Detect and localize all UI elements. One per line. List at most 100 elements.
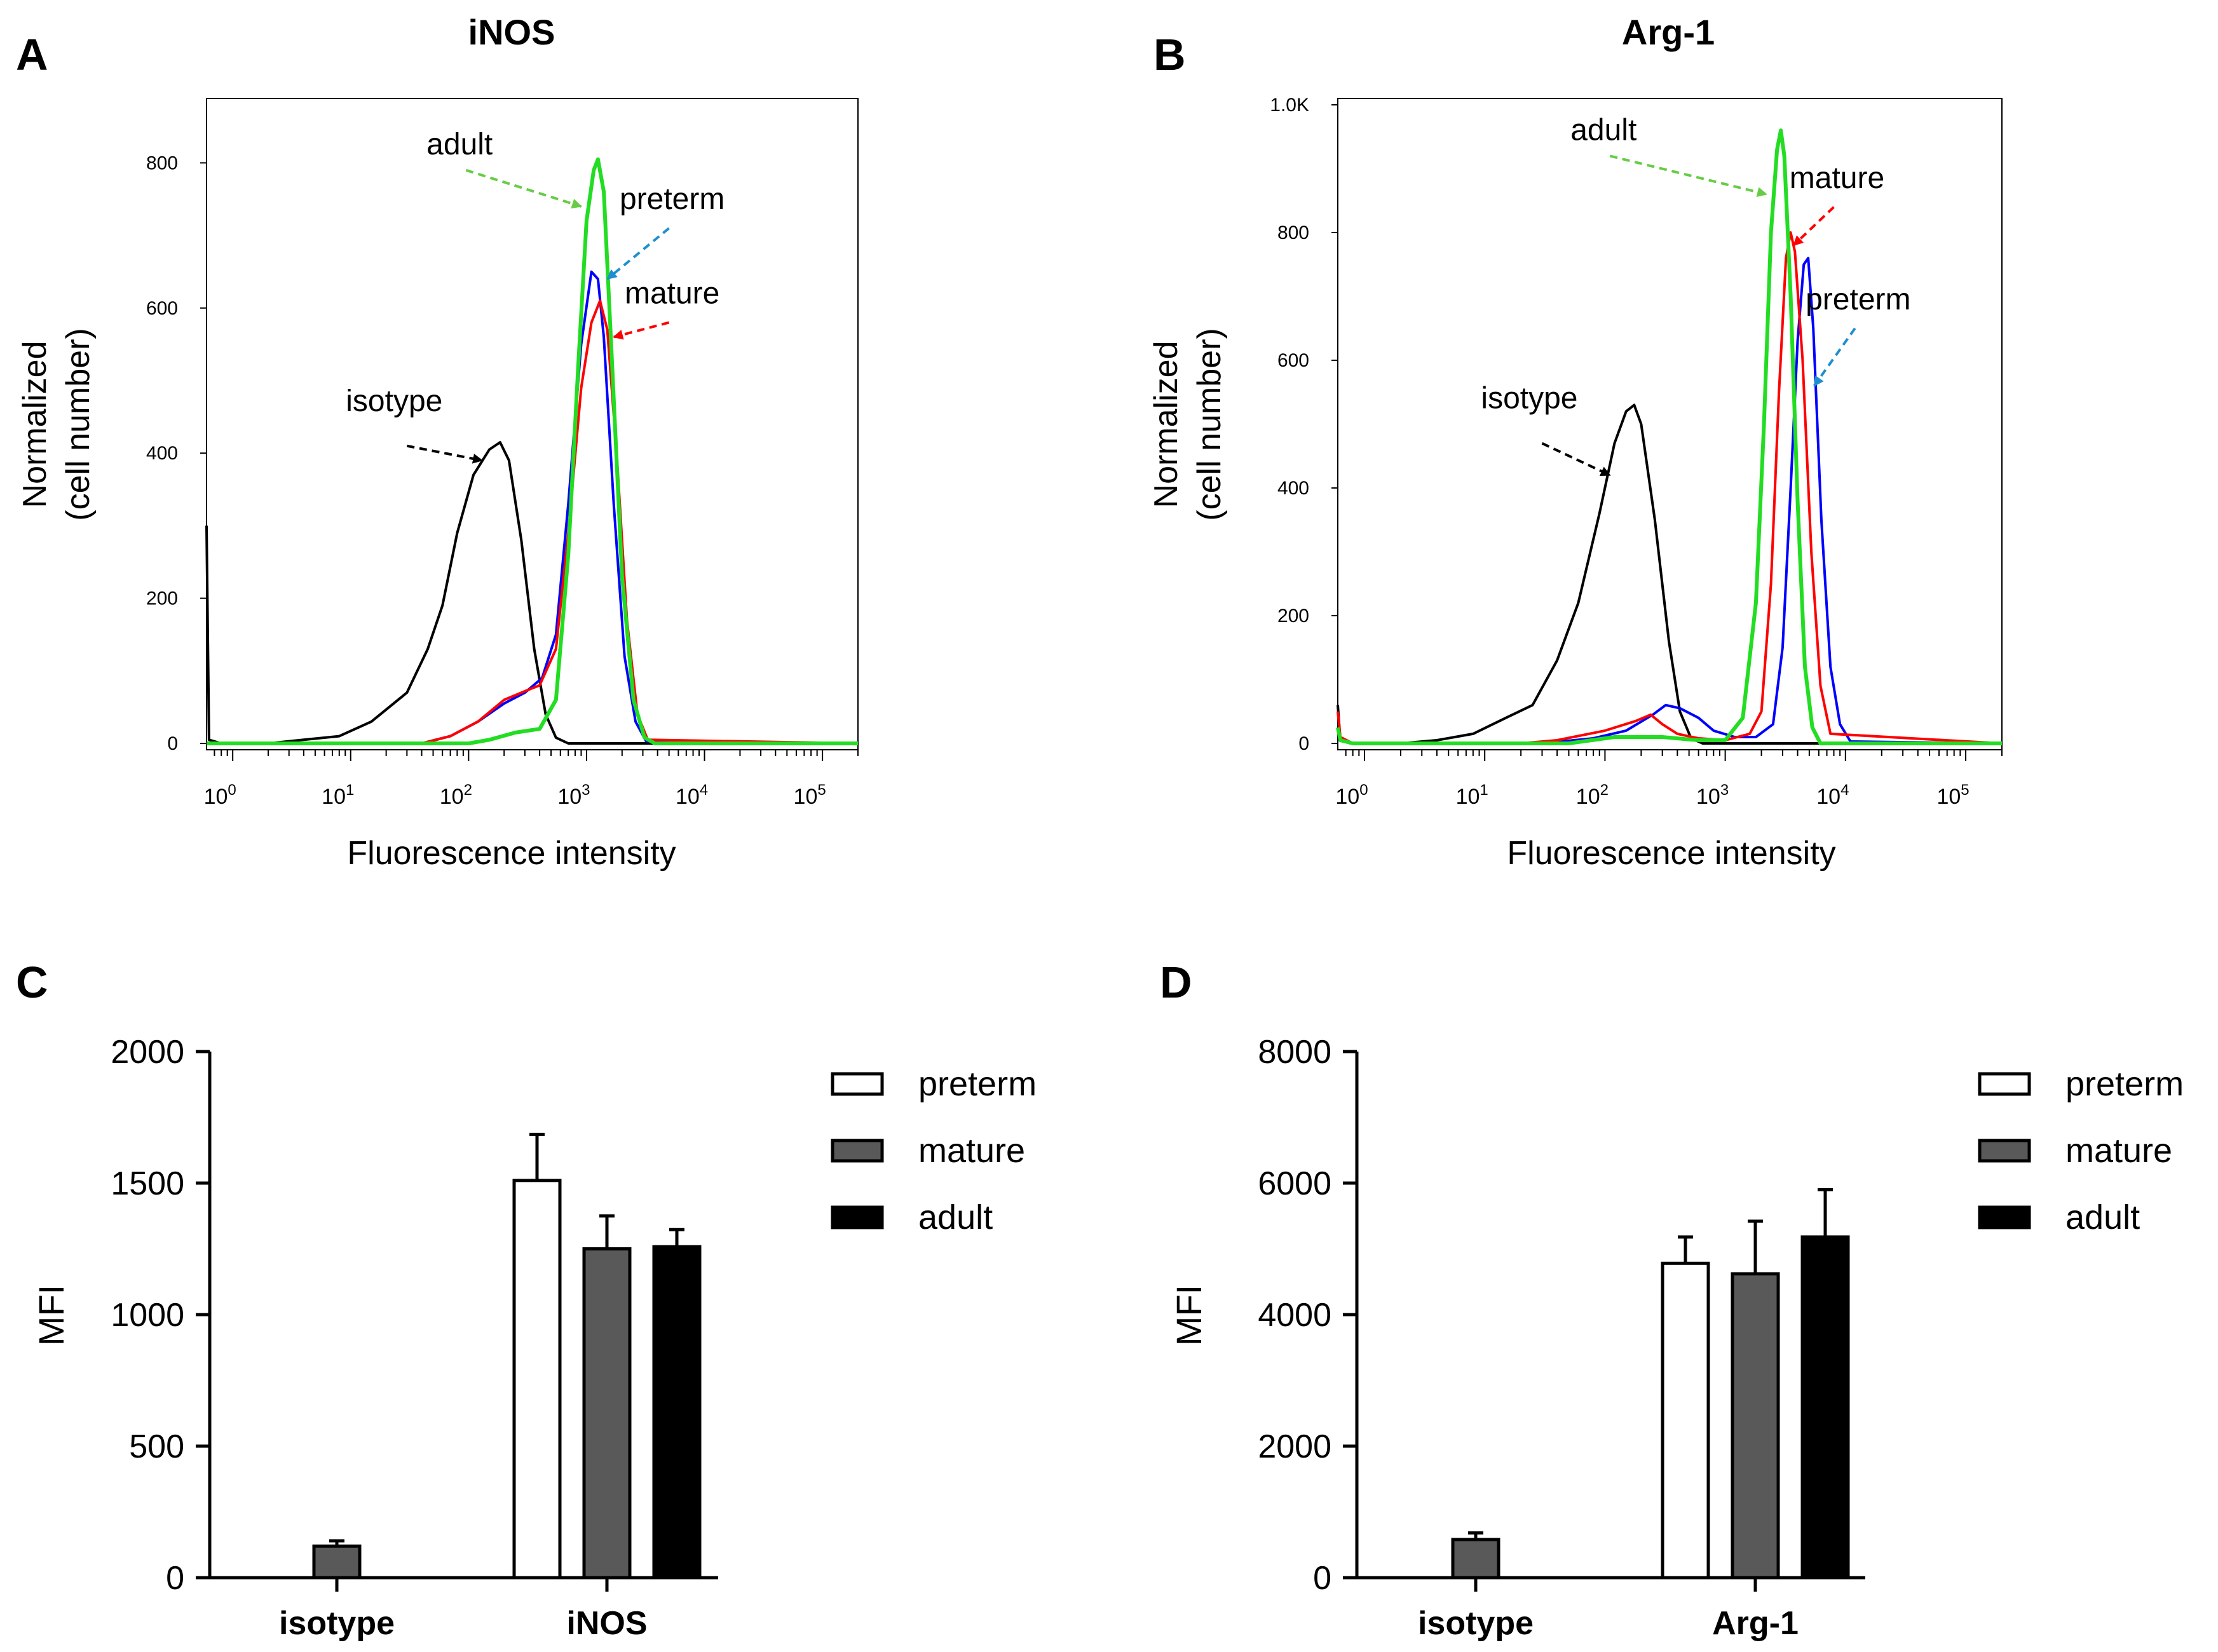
panel-c-bar-chart: 0 500 1000 1500 2000 isotype iNOS preterm matur… [31, 1034, 1037, 1642]
panel-a-y-tick-label: 800 [146, 152, 178, 173]
panel-d-bar-arg-1-preterm [1661, 1261, 1710, 1580]
panel-c-y-tick-label: 0 [166, 1560, 184, 1597]
panel-b-x-tick-label: 105 [1936, 782, 1969, 809]
panel-a-y-axis-label-line1: Normalized [17, 341, 53, 508]
panel-a-title: iNOS [468, 12, 555, 52]
panel-b-arrow-isotype [1541, 442, 1611, 477]
panel-c-bar-inos-mature [582, 1247, 632, 1580]
panel-a-arrow-isotype [406, 444, 484, 464]
panel-a-label-adult: adult [426, 128, 493, 161]
panel-b-y-tick-label: 0 [1298, 733, 1309, 754]
panel-c-bar-isotype-mature [312, 1544, 362, 1580]
panel-letter-c: C [16, 958, 48, 1007]
panel-a-series-isotype [205, 441, 858, 745]
panel-d-bar-chart: 0 2000 4000 6000 8000 isotype Arg-1 preterm mat… [1169, 1034, 2184, 1642]
panel-letter-a: A [16, 30, 48, 79]
panel-a-x-axis-label: Fluorescence intensity [347, 835, 676, 872]
panel-b-y-tick-label: 600 [1277, 350, 1309, 371]
panel-d-category-label: Arg-1 [1712, 1605, 1799, 1642]
panel-a-x-tick-label: 100 [204, 782, 236, 809]
panel-d-legend-swatch-preterm [1978, 1072, 2031, 1096]
panel-d-legend-swatch-adult [1978, 1205, 2031, 1229]
panel-d-y-tick-label: 8000 [1258, 1034, 1331, 1071]
panel-b-x-axis-label: Fluorescence intensity [1507, 835, 1835, 872]
panel-b-x-tick-label: 103 [1696, 782, 1729, 809]
panel-a-y-tick-label: 400 [146, 443, 178, 464]
panel-d-bar-arg-1-mature [1731, 1272, 1780, 1580]
panel-c-bar-inos-preterm [512, 1179, 562, 1580]
panel-b-y-tick-label: 1.0K [1270, 95, 1309, 116]
panel-b-x-tick-label: 101 [1456, 782, 1488, 809]
panel-b-plot-frame [1337, 98, 2003, 750]
panel-d-y-tick-label: 6000 [1258, 1165, 1331, 1202]
panel-d-bar-arg-1-adult [1800, 1235, 1850, 1580]
panel-a-series-mature [421, 299, 859, 745]
panel-b-label-mature: mature [1790, 161, 1884, 195]
panel-c-y-tick-label: 1000 [111, 1297, 184, 1334]
panel-c-legend-label-adult: adult [918, 1198, 993, 1236]
panel-b-series-isotype [1337, 403, 2002, 745]
panel-c-y-tick-label: 500 [129, 1428, 184, 1465]
panel-c-legend-swatch-adult [831, 1205, 884, 1229]
panel-a-x-tick-label: 103 [557, 782, 590, 809]
panel-a-label-isotype: isotype [346, 384, 442, 418]
panel-c-legend-swatch-mature [831, 1139, 884, 1163]
panel-b-y-tick-label: 200 [1277, 606, 1309, 626]
panel-a-x-tick-label: 105 [794, 782, 826, 809]
panel-b-series-adult [1336, 128, 2002, 745]
panel-b-x-tick-label: 102 [1576, 782, 1609, 809]
panel-c-category-label: isotype [279, 1605, 395, 1642]
panel-a-x-tick-label: 101 [322, 782, 354, 809]
panel-c-y-axis-label: MFI [31, 1285, 71, 1346]
panel-letter-b: B [1153, 30, 1186, 79]
panel-b-arrow-preterm [1813, 327, 1856, 387]
panel-a-series-preterm [421, 270, 859, 745]
panel-a-arrow-adult [465, 168, 582, 209]
panel-b-y-axis-label-line2: (cell number) [1191, 328, 1228, 520]
panel-a-arrow-preterm [606, 227, 670, 280]
panel-d-category-label: isotype [1418, 1605, 1534, 1642]
panel-b-series-preterm [1542, 257, 2003, 745]
panel-letter-d: D [1160, 958, 1192, 1007]
panel-b-label-isotype: isotype [1481, 382, 1577, 416]
panel-d-legend-swatch-mature [1978, 1139, 2031, 1163]
panel-a-arrow-mature [613, 321, 670, 340]
panel-a-y-tick-label: 200 [146, 588, 178, 609]
panel-a-label-preterm: preterm [620, 182, 725, 216]
panel-c-y-tick-label: 2000 [111, 1034, 184, 1071]
panel-d-y-tick-label: 4000 [1258, 1297, 1331, 1334]
panel-c-bar-inos-adult [652, 1245, 702, 1580]
panel-b-label-adult: adult [1570, 113, 1636, 147]
panel-b-y-tick-label: 800 [1277, 222, 1309, 243]
panel-a-series-adult [207, 157, 858, 745]
panel-d-bar-isotype-mature [1451, 1538, 1500, 1580]
panel-b-x-tick-label: 104 [1816, 782, 1849, 809]
panel-a-y-tick-label: 600 [146, 298, 178, 319]
panel-a-label-mature: mature [625, 277, 719, 311]
panel-b-x-tick-label: 100 [1335, 782, 1368, 809]
panel-b-series-mature [1337, 231, 2003, 745]
panel-b-title: Arg-1 [1622, 12, 1715, 52]
panel-c-legend-label-mature: mature [918, 1132, 1025, 1170]
panel-a-y-axis-label-line2: (cell number) [60, 328, 97, 520]
panel-b-arrow-adult [1609, 154, 1767, 198]
panel-b-arrow-mature [1792, 206, 1835, 247]
panel-d-y-axis-label: MFI [1169, 1285, 1209, 1346]
panel-b-histogram: Arg-1 0 200 400 600 800 1.0K 100 101 102 103 104 10… [1148, 12, 2003, 872]
panel-c-category-label: iNOS [566, 1605, 647, 1642]
panel-d-y-tick-label: 0 [1313, 1560, 1331, 1597]
panel-d-legend-label-adult: adult [2065, 1198, 2140, 1236]
panel-a-x-tick-label: 102 [440, 782, 472, 809]
panel-a-histogram: iNOS 0 200 400 600 800 100 101 102 103 104 105 adu… [17, 12, 859, 872]
panel-a-y-tick-label: 0 [167, 733, 178, 754]
panel-c-legend-label-preterm: preterm [918, 1065, 1037, 1103]
panel-c-y-tick-label: 1500 [111, 1165, 184, 1202]
panel-d-y-tick-label: 2000 [1258, 1428, 1331, 1465]
panel-b-y-tick-label: 400 [1277, 478, 1309, 499]
panel-a-x-tick-label: 104 [676, 782, 708, 809]
panel-b-label-preterm: preterm [1806, 283, 1910, 316]
panel-d-legend-label-mature: mature [2065, 1132, 2172, 1170]
panel-d-legend-label-preterm: preterm [2065, 1065, 2184, 1103]
panel-c-legend-swatch-preterm [831, 1072, 884, 1096]
